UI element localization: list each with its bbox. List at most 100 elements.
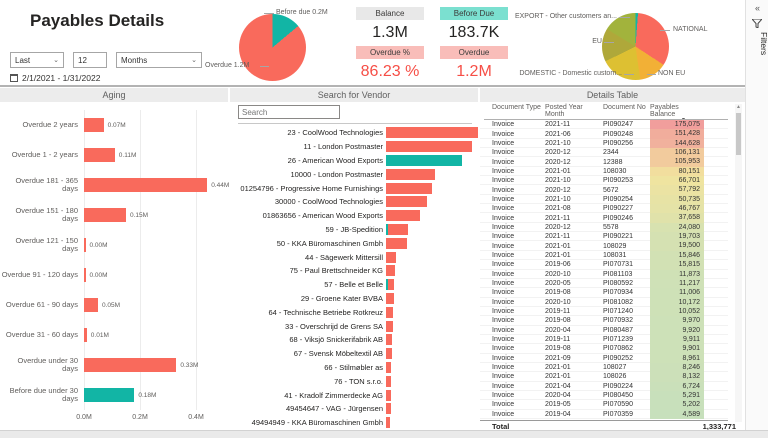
aging-bar[interactable] [84, 178, 208, 192]
table-row[interactable]: Invoice 2019-08 PI070932 9,970 [480, 316, 728, 326]
aging-bar[interactable] [84, 328, 87, 342]
scroll-up-icon[interactable]: ▲ [736, 104, 741, 110]
vendor-bar[interactable] [386, 320, 393, 332]
vendor-bar[interactable] [386, 361, 391, 373]
table-row[interactable]: Invoice 2021-01 108029 19,500 [480, 241, 728, 251]
cell-posted-year-month: 2021-09 [545, 354, 571, 362]
overdue-pie-chart[interactable]: Before due 0.2M Overdue 1.2M [200, 0, 352, 87]
table-row[interactable]: Invoice 2021-10 PI090253 66,701 [480, 176, 728, 186]
vendor-bar[interactable] [386, 348, 392, 360]
cell-payables-balance: 5,291 [650, 390, 704, 401]
col-document-no[interactable]: Document No [603, 104, 646, 111]
table-row[interactable]: Invoice 2021-11 PI090247 175,075 [480, 120, 728, 130]
cell-document-type: Invoice [492, 289, 515, 297]
table-row[interactable]: Invoice 2020-10 PI081103 11,873 [480, 269, 728, 279]
col-document-type[interactable]: Document Type [492, 104, 541, 111]
table-row[interactable]: Invoice 2021-11 PI090221 19,703 [480, 232, 728, 242]
aging-bar[interactable] [84, 118, 104, 132]
table-row[interactable]: Invoice 2020-04 PI080487 9,920 [480, 325, 728, 335]
vendor-bar[interactable] [386, 154, 462, 166]
table-row[interactable]: Invoice 2019-06 PI070731 15,815 [480, 260, 728, 270]
vendor-bar[interactable] [386, 251, 396, 263]
cell-document-no: 108027 [603, 364, 627, 372]
cell-document-no: 5672 [603, 186, 619, 194]
table-row[interactable]: Invoice 2021-01 108027 8,246 [480, 362, 728, 373]
vendor-bar[interactable] [386, 210, 420, 222]
page-scroll-strip[interactable] [0, 430, 768, 438]
col-posted-year-month[interactable]: Posted Year Month [545, 104, 583, 118]
aging-bar[interactable] [84, 238, 86, 252]
vendor-row: 41 - Kradolf Zimmerdecke AG [230, 388, 480, 402]
vendor-bar[interactable] [386, 196, 427, 208]
table-row[interactable]: Invoice 2021-08 PI090227 46,767 [480, 204, 728, 214]
x-axis-tick: 0.4M [188, 414, 204, 421]
table-row[interactable]: Invoice 2021-06 PI090248 151,428 [480, 129, 728, 139]
vendor-row: 29 - Groene Kater BVBA [230, 292, 480, 306]
vendor-bar[interactable] [386, 223, 408, 235]
vendor-bar[interactable] [386, 389, 391, 401]
table-row[interactable]: Invoice 2019-05 PI070590 5,202 [480, 400, 728, 410]
vendor-bar[interactable] [386, 168, 435, 180]
pie-label-domestic: DOMESTIC - Domestic custom... [519, 70, 622, 77]
table-row[interactable]: Invoice 2021-01 108026 8,132 [480, 372, 728, 382]
vendor-bar[interactable] [386, 292, 394, 304]
vendor-bar[interactable] [386, 403, 391, 415]
table-row[interactable]: Invoice 2020-12 5672 57,792 [480, 185, 728, 195]
table-row[interactable]: Invoice 2020-04 PI080450 5,291 [480, 390, 728, 401]
overdue-pie[interactable] [239, 14, 306, 81]
table-row[interactable]: Invoice 2021-01 108030 80,151 [480, 166, 728, 177]
table-scrollbar[interactable]: ▲ [735, 104, 742, 422]
cell-document-type: Invoice [492, 205, 515, 213]
vendor-bar[interactable] [386, 237, 407, 249]
cell-document-type: Invoice [492, 261, 515, 269]
aging-bar[interactable] [84, 358, 177, 372]
scrollbar-thumb[interactable] [736, 113, 741, 155]
collapse-pane-icon[interactable]: « [754, 3, 760, 13]
table-row[interactable]: Invoice 2021-11 PI090246 37,658 [480, 213, 728, 223]
period-count-input[interactable]: 12 [73, 52, 107, 68]
pie-label-non-eu: NON EU [658, 70, 686, 77]
vendor-bar[interactable] [386, 141, 472, 153]
period-unit-dropdown[interactable]: Months ⌄ [116, 52, 202, 68]
customer-group-pie-chart[interactable]: EXPORT - Other customers an... NATIONAL … [515, 0, 745, 87]
vendor-bar[interactable] [386, 127, 478, 139]
table-row[interactable]: Invoice 2019-04 PI070359 4,589 [480, 409, 728, 419]
cell-document-type: Invoice [492, 214, 515, 222]
table-row[interactable]: Invoice 2021-10 PI090256 144,628 [480, 138, 728, 149]
vendor-bar-before-due-segment [386, 223, 388, 235]
filters-pane[interactable]: « Filters [745, 0, 768, 430]
period-mode-dropdown[interactable]: Last ⌄ [10, 52, 64, 68]
aging-bar[interactable] [84, 208, 126, 222]
vendor-bar[interactable] [386, 306, 393, 318]
aging-bar[interactable] [84, 148, 115, 162]
vendor-bar[interactable] [386, 182, 432, 194]
table-row[interactable]: Invoice 2019-11 PI071240 10,052 [480, 306, 728, 317]
vendor-bar[interactable] [386, 334, 392, 346]
table-row[interactable]: Invoice 2019-11 PI071239 9,911 [480, 334, 728, 345]
aging-bar[interactable] [84, 298, 98, 312]
cell-payables-balance: 15,815 [650, 260, 704, 270]
aging-bar[interactable] [84, 268, 86, 282]
vendor-search-input[interactable] [238, 105, 340, 119]
vendor-bar[interactable] [386, 375, 391, 387]
table-row[interactable]: Invoice 2021-01 108031 15,846 [480, 250, 728, 261]
table-row[interactable]: Invoice 2020-12 2344 106,131 [480, 148, 728, 158]
table-row[interactable]: Invoice 2021-09 PI090252 8,961 [480, 353, 728, 363]
table-row[interactable]: Invoice 2020-12 5578 24,080 [480, 222, 728, 233]
table-row[interactable]: Invoice 2019-08 PI070862 9,901 [480, 344, 728, 354]
table-row[interactable]: Invoice 2020-05 PI080592 11,217 [480, 278, 728, 289]
table-row[interactable]: Invoice 2020-10 PI081082 10,172 [480, 297, 728, 307]
aging-row: Overdue 151 - 180 days 0.15M [0, 200, 230, 230]
table-row[interactable]: Invoice 2020-12 12388 105,953 [480, 157, 728, 167]
table-row[interactable]: Invoice 2021-04 PI090224 6,724 [480, 381, 728, 391]
vendor-bar[interactable] [386, 265, 395, 277]
customer-group-pie[interactable] [602, 13, 669, 80]
aging-bar-value: 0.11M [118, 151, 137, 159]
cell-payables-balance: 5,202 [650, 400, 704, 410]
cell-document-type: Invoice [492, 308, 515, 316]
table-row[interactable]: Invoice 2019-08 PI070934 11,006 [480, 288, 728, 298]
vendor-bar[interactable] [386, 417, 390, 429]
aging-bar[interactable] [84, 388, 135, 402]
vendor-bar[interactable] [386, 279, 394, 291]
table-row[interactable]: Invoice 2021-10 PI090254 50,735 [480, 194, 728, 205]
